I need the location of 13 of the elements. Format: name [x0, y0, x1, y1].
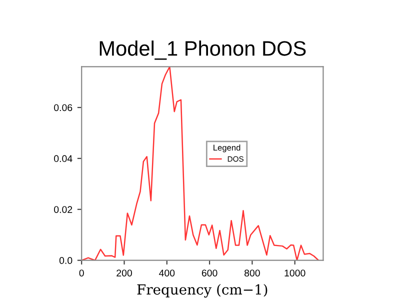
- x-tick-label: 400: [159, 270, 175, 276]
- y-tick-label: 0.04: [54, 155, 72, 162]
- x-tick-label: 1000: [284, 270, 306, 276]
- x-tick-label: 600: [202, 270, 218, 276]
- y-tick-label: 0.02: [54, 206, 72, 213]
- x-axis-title: Frequency (cm−1): [137, 284, 268, 298]
- chart-title: Model_1 Phonon DOS: [100, 40, 306, 60]
- x-tick-label: 200: [116, 270, 132, 276]
- y-tick-label: 0.06: [54, 104, 72, 112]
- x-tick-label: 800: [244, 270, 260, 276]
- y-tick-label: 0.0: [59, 257, 72, 264]
- x-tick-label: 0: [79, 270, 84, 276]
- legend-title: Legend: [214, 144, 240, 152]
